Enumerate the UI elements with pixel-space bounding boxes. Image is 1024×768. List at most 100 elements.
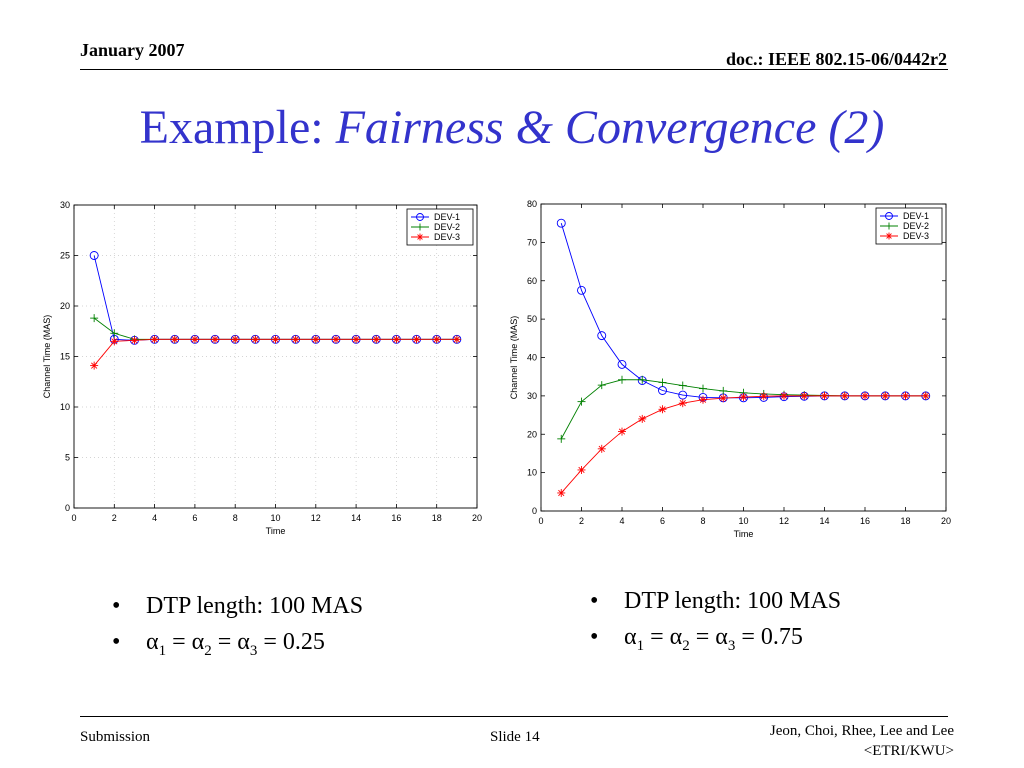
- marker-stroke: [720, 395, 727, 402]
- data-point: [885, 222, 893, 230]
- footer-slide-number: Slide 14: [490, 729, 540, 745]
- y-tick-label: 30: [527, 391, 537, 401]
- bullet-item: • α1 = α2 = α3 = 0.25: [112, 624, 363, 660]
- data-point: [412, 335, 421, 344]
- chart-left: 0 2 4 6 8 10 12 14 16 18 20 0 5 10 15 20 25 30 Time Channel…: [35, 195, 490, 550]
- bullets-left: • DTP length: 100 MAS • α1 = α2 = α3 = 0.2…: [112, 588, 363, 660]
- legend-label: DEV-1: [903, 211, 929, 221]
- x-tick-label: 6: [660, 516, 665, 526]
- x-tick-label: 16: [860, 516, 870, 526]
- x-tick-label: 10: [270, 513, 280, 523]
- data-point: [597, 331, 607, 341]
- marker-stroke: [679, 400, 686, 407]
- x-tick-label: 18: [900, 516, 910, 526]
- sub-3: 3: [249, 642, 258, 659]
- legend-label: DEV-2: [434, 222, 460, 232]
- data-point: [110, 329, 119, 338]
- bullet-item: • DTP length: 100 MAS: [590, 583, 841, 619]
- series-dev-3: [90, 335, 461, 370]
- slide-title: Example: Fairness & Convergence (2): [0, 100, 1024, 155]
- data-point: [678, 390, 688, 400]
- x-tick-label: 20: [472, 513, 482, 523]
- data-point: [658, 405, 667, 414]
- header-rule: [80, 69, 948, 70]
- equals: =: [650, 624, 664, 650]
- data-point: [110, 337, 119, 346]
- y-tick-label: 10: [527, 468, 537, 478]
- marker-stroke: [801, 392, 808, 399]
- marker-stroke: [841, 392, 848, 399]
- data-point: [416, 223, 424, 231]
- data-point: [739, 393, 748, 402]
- x-tick-label: 10: [738, 516, 748, 526]
- legend-item: DEV-1: [411, 212, 460, 222]
- x-tick-label: 18: [432, 513, 442, 523]
- y-tick-label: 0: [532, 506, 537, 516]
- data-point: [190, 335, 199, 344]
- marker-stroke: [821, 392, 828, 399]
- chart-left-svg: 0 2 4 6 8 10 12 14 16 18 20 0 5 10 15 20 25 30 Time Channel…: [42, 200, 482, 536]
- equals: =: [217, 629, 232, 655]
- data-point: [780, 391, 788, 400]
- y-tick-label: 80: [527, 199, 537, 209]
- data-point: [719, 394, 728, 403]
- data-point: [881, 391, 890, 400]
- marker-stroke: [232, 336, 239, 343]
- header-doc-id: doc.: IEEE 802.15-06/0442r2: [725, 49, 947, 69]
- y-tick-label: 10: [60, 402, 70, 412]
- data-point: [89, 251, 99, 260]
- footer-rule: [80, 716, 948, 717]
- marker-stroke: [393, 336, 400, 343]
- sub-3: 3: [727, 637, 736, 654]
- bullet-text: DTP length: 100 MAS: [624, 588, 842, 614]
- data-point: [699, 384, 707, 393]
- chart-right: 0 2 4 6 8 10 12 14 16 18 20 0 10 20 30 40 50 60 70 80 Time Ch…: [500, 195, 960, 555]
- data-point: [658, 386, 667, 395]
- data-point: [800, 391, 809, 400]
- equals: =: [695, 624, 710, 650]
- alpha-value: 0.75: [760, 624, 803, 650]
- marker-stroke: [171, 336, 178, 343]
- x-tick-label: 0: [71, 513, 76, 523]
- marker-stroke: [111, 338, 118, 345]
- x-tick-label: 4: [152, 513, 157, 523]
- x-tick-label: 20: [941, 516, 951, 526]
- bullets-right: • DTP length: 100 MAS • α1 = α2 = α3 = 0.7…: [590, 583, 841, 655]
- sub-1: 1: [158, 642, 167, 659]
- bullet-item: • α1 = α2 = α3 = 0.75: [590, 619, 841, 655]
- data-point: [150, 335, 159, 344]
- data-point: [352, 335, 361, 344]
- data-point: [638, 414, 647, 423]
- data-point: [416, 233, 424, 241]
- marker-stroke: [453, 336, 460, 343]
- marker-stroke: [131, 337, 138, 344]
- plot-frame: [73, 204, 478, 509]
- data-point: [759, 392, 768, 401]
- marker-stroke: [922, 392, 929, 399]
- title-italic: Fairness & Convergence (2): [335, 101, 885, 154]
- data-point: [557, 434, 566, 443]
- y-tick-label: 50: [527, 314, 537, 324]
- marker-stroke: [91, 362, 98, 369]
- data-point: [597, 381, 606, 390]
- bullet-item: • DTP length: 100 MAS: [112, 588, 363, 624]
- data-point: [90, 314, 99, 323]
- y-tick-label: 30: [60, 200, 70, 210]
- axes-ticks: 0 2 4 6 8 10 12 14 16 18 20 0 5 10 15 20 25 30: [60, 200, 482, 523]
- legend-item: DEV-2: [411, 222, 460, 232]
- x-axis-label: Time: [266, 526, 286, 536]
- data-point: [416, 213, 424, 221]
- equals: =: [741, 624, 755, 650]
- sub-2: 2: [682, 637, 690, 654]
- legend-label: DEV-1: [434, 212, 460, 222]
- data-point: [638, 375, 647, 384]
- marker-stroke: [211, 336, 219, 343]
- title-plain: Example:: [139, 101, 336, 154]
- data-point: [885, 232, 893, 240]
- legend-label: DEV-3: [903, 231, 929, 241]
- data-point: [211, 335, 220, 344]
- marker-stroke: [558, 489, 565, 497]
- alpha-value: 0.25: [282, 629, 325, 655]
- data-point: [291, 335, 300, 344]
